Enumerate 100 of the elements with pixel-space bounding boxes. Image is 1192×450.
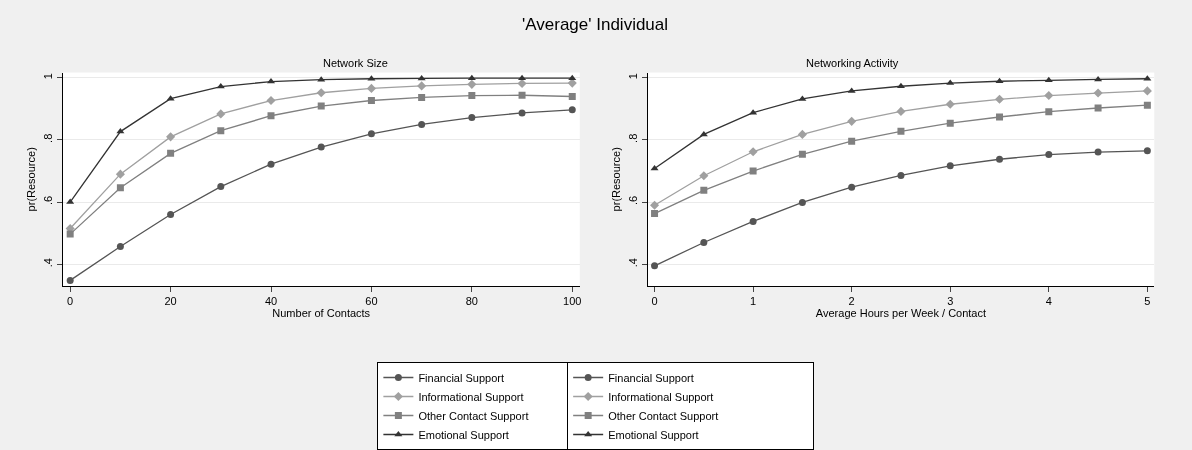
chart-title: Network Size xyxy=(323,57,388,69)
point xyxy=(66,276,74,284)
x-tick-label: 40 xyxy=(264,295,278,308)
legend-label: Informational Support xyxy=(418,390,524,403)
point xyxy=(946,162,954,170)
point xyxy=(216,109,226,119)
point xyxy=(847,116,857,126)
x-tick-label: 4 xyxy=(1045,295,1052,308)
point xyxy=(418,120,426,128)
x-tick-label: 60 xyxy=(365,295,378,308)
legend-label: Emotional Support xyxy=(608,428,699,441)
point xyxy=(167,211,175,219)
point xyxy=(798,198,806,206)
point xyxy=(700,239,708,246)
point xyxy=(797,129,807,139)
point xyxy=(651,210,659,218)
point xyxy=(650,200,660,210)
legend-label: Financial Support xyxy=(418,371,504,384)
legend-label: Other Contact Support xyxy=(418,409,529,422)
x-tick-label: 100 xyxy=(563,295,582,308)
point xyxy=(749,167,757,175)
point xyxy=(418,93,426,101)
point xyxy=(1094,75,1103,82)
x-tick-label: 0 xyxy=(67,295,74,308)
x-axis-title: Average Hours per Week / Contact xyxy=(815,307,987,320)
point xyxy=(217,183,225,191)
point xyxy=(367,97,375,105)
point xyxy=(651,262,659,270)
point xyxy=(1142,86,1152,96)
point xyxy=(467,79,477,89)
y-tick-label: .8 xyxy=(42,133,55,143)
point xyxy=(115,169,125,179)
point xyxy=(1093,88,1103,98)
point xyxy=(1094,104,1102,112)
point xyxy=(266,95,276,106)
chart-title: Networking Activity xyxy=(806,57,899,69)
point xyxy=(167,149,175,157)
y-axis-title: pr(Resource) xyxy=(609,147,622,212)
y-tick-label: .8 xyxy=(627,133,640,143)
x-tick-label: 5 xyxy=(1144,295,1151,308)
point xyxy=(317,143,325,151)
point xyxy=(468,92,476,100)
point xyxy=(946,119,954,127)
point xyxy=(699,130,708,137)
point xyxy=(1045,151,1053,159)
point xyxy=(316,88,326,98)
point xyxy=(116,243,124,251)
legend-label: Emotional Support xyxy=(418,428,509,441)
legend-label: Other Contact Support xyxy=(608,409,719,422)
point xyxy=(996,113,1004,121)
point xyxy=(417,74,426,81)
x-tick-label: 80 xyxy=(465,295,478,308)
y-axis-title: pr(Resource) xyxy=(24,147,37,212)
point xyxy=(1143,147,1151,155)
point xyxy=(748,147,758,157)
point xyxy=(116,184,124,192)
point xyxy=(267,112,275,120)
point xyxy=(518,91,526,99)
point xyxy=(1044,91,1054,101)
y-tick-label: .4 xyxy=(42,258,55,268)
point xyxy=(417,81,427,91)
point xyxy=(798,150,806,158)
y-tick-label: 1 xyxy=(627,73,640,80)
x-tick-label: 2 xyxy=(848,295,855,308)
x-tick-label: 3 xyxy=(947,295,954,308)
point xyxy=(317,102,325,110)
point xyxy=(166,132,176,142)
y-tick-label: .6 xyxy=(42,195,55,206)
point xyxy=(366,83,376,93)
point xyxy=(848,183,856,191)
point xyxy=(1143,101,1151,109)
point xyxy=(468,114,476,122)
point xyxy=(994,94,1005,104)
text: 'Average' Individual xyxy=(522,15,669,34)
point xyxy=(749,217,757,225)
point xyxy=(217,127,225,135)
x-tick-label: 20 xyxy=(164,295,177,308)
point xyxy=(897,127,905,135)
point xyxy=(1045,108,1053,116)
x-tick-label: 1 xyxy=(750,295,757,308)
point xyxy=(699,171,709,181)
point xyxy=(1044,76,1053,83)
point xyxy=(367,130,375,138)
point xyxy=(1094,148,1102,156)
legend-label: Informational Support xyxy=(608,390,714,403)
point xyxy=(848,137,856,145)
legend-label: Financial Support xyxy=(608,371,694,384)
point xyxy=(945,99,955,109)
y-tick-label: 1 xyxy=(42,73,55,80)
x-tick-label: 0 xyxy=(651,295,658,308)
x-axis-title: Number of Contacts xyxy=(272,307,371,320)
point xyxy=(518,109,526,117)
point xyxy=(568,106,576,114)
y-tick-label: .6 xyxy=(627,195,640,206)
point xyxy=(700,186,708,194)
point xyxy=(897,171,905,179)
point xyxy=(996,155,1004,163)
point xyxy=(267,160,275,168)
point xyxy=(995,77,1004,84)
point xyxy=(66,230,74,238)
